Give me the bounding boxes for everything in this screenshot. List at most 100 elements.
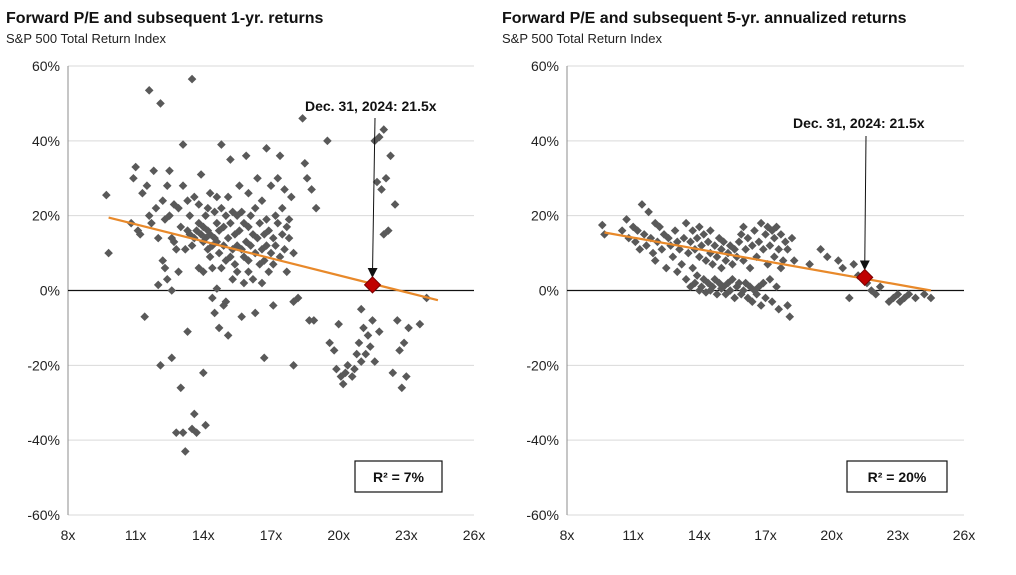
left-data-point — [273, 173, 283, 183]
left-data-point — [257, 278, 267, 288]
right-data-point — [703, 237, 713, 247]
left-data-point — [226, 218, 235, 228]
left-data-point — [370, 357, 380, 366]
left-data-point — [192, 428, 201, 437]
left-data-point — [365, 342, 375, 351]
left-r2-label: R² = 7% — [373, 469, 425, 485]
left-y-tick-label: -20% — [27, 357, 60, 373]
left-annotation-label: Dec. 31, 2024: 21.5x — [305, 98, 437, 114]
left-data-point — [277, 203, 287, 213]
right-data-point — [805, 260, 814, 269]
left-data-point — [289, 361, 298, 370]
right-data-point — [679, 233, 689, 243]
right-data-point — [692, 271, 702, 280]
left-data-point — [176, 222, 186, 232]
left-data-point — [386, 151, 395, 161]
right-chart-subtitle: S&P 500 Total Return Index — [502, 31, 662, 46]
right-data-point — [781, 237, 790, 247]
left-data-point — [250, 308, 260, 318]
left-data-point — [309, 316, 319, 325]
right-data-point — [719, 237, 728, 247]
left-chart-subtitle: S&P 500 Total Return Index — [6, 31, 166, 46]
right-data-point — [776, 230, 786, 239]
right-data-point — [774, 245, 784, 254]
right-data-point — [714, 233, 724, 243]
left-data-point — [284, 233, 294, 243]
left-data-point — [169, 237, 179, 247]
left-data-point — [201, 211, 210, 220]
left-data-point — [205, 252, 215, 262]
right-data-point — [622, 215, 631, 224]
left-x-tick-label: 14x — [192, 527, 215, 543]
left-x-tick-label: 11x — [125, 527, 147, 543]
left-x-tick-label: 20x — [327, 527, 350, 543]
left-data-point — [228, 274, 237, 284]
left-data-point — [305, 316, 314, 325]
right-data-point — [849, 260, 859, 269]
left-data-point — [329, 346, 339, 355]
left-data-point — [264, 226, 274, 235]
left-data-point — [253, 173, 262, 183]
left-data-point — [158, 256, 168, 265]
right-data-point — [672, 267, 682, 277]
left-data-point — [140, 312, 149, 321]
right-x-tick-label: 14x — [688, 527, 711, 543]
left-data-point — [302, 173, 312, 183]
left-data-point — [174, 267, 183, 277]
left-data-point — [219, 301, 228, 310]
left-data-point — [268, 301, 278, 310]
left-data-point — [219, 222, 228, 232]
right-data-point — [739, 286, 748, 295]
right-data-point — [838, 263, 847, 273]
right-data-point — [776, 263, 786, 273]
right-data-point — [783, 245, 792, 254]
right-y-tick-label: 40% — [531, 133, 559, 149]
left-data-point — [248, 274, 258, 284]
left-data-point — [228, 207, 237, 217]
right-data-point — [816, 245, 825, 254]
left-data-point — [282, 267, 292, 277]
left-data-point — [171, 245, 181, 254]
left-x-tick-label: 17x — [260, 527, 283, 543]
left-data-point — [187, 241, 197, 250]
left-data-point — [183, 196, 192, 205]
left-data-point — [350, 364, 359, 374]
left-data-point — [153, 233, 163, 243]
right-data-point — [668, 252, 678, 262]
right-data-point — [710, 274, 720, 284]
left-data-point — [187, 74, 197, 84]
left-data-point — [246, 211, 255, 220]
right-data-point — [721, 256, 731, 265]
left-data-point — [223, 233, 233, 243]
left-data-point — [293, 293, 303, 303]
right-data-point — [659, 230, 669, 239]
left-data-point — [232, 267, 242, 277]
left-data-point — [205, 188, 215, 198]
left-data-point — [361, 349, 371, 359]
left-data-point — [217, 263, 226, 273]
left-data-point — [244, 267, 253, 277]
right-data-point — [717, 245, 726, 254]
left-data-point — [178, 140, 188, 149]
right-data-point — [754, 237, 764, 247]
right-data-point — [712, 289, 722, 299]
left-data-point — [104, 248, 113, 258]
right-data-point — [701, 256, 711, 265]
right-data-point — [734, 237, 744, 247]
right-data-point — [871, 289, 881, 299]
right-data-point — [681, 274, 691, 284]
right-data-point — [752, 289, 761, 299]
right-data-point — [655, 222, 664, 232]
left-data-point — [171, 428, 181, 437]
left-data-point — [156, 361, 165, 370]
right-data-point — [697, 241, 706, 250]
left-data-point — [381, 173, 391, 183]
right-data-point — [739, 222, 748, 232]
left-data-point — [277, 230, 287, 239]
right-data-point — [734, 278, 744, 288]
left-data-point — [363, 331, 373, 340]
left-y-tick-label: 0% — [40, 283, 60, 299]
right-data-point — [747, 241, 757, 250]
left-data-point — [235, 226, 244, 235]
